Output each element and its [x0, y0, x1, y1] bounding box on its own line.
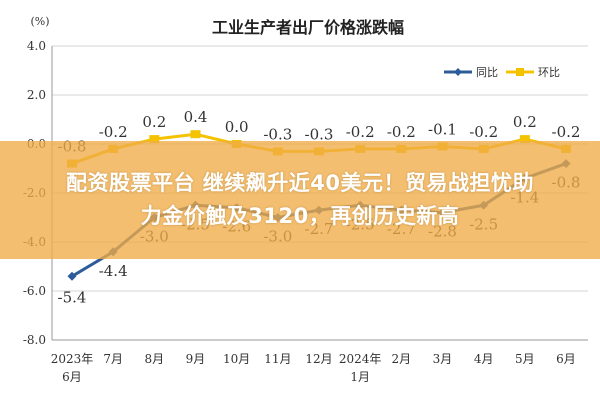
x-tick-label: 2024年 1月 [339, 352, 382, 384]
x-tick-labels: 2023年 6月 7月 8月 9月 10月 11月 12月 2024年 1月 2月 3月 4月 5月 6月 [51, 352, 576, 384]
banner-headline-line2: 力金价触及3120，再创历史新高 [140, 204, 460, 228]
x-tick-label: 12月 [305, 352, 332, 366]
point-mom-3 [190, 130, 201, 139]
data-label: -4.4 [99, 262, 128, 280]
data-label: 0.2 [513, 113, 537, 131]
x-tick-label: 7月 [103, 352, 123, 366]
y-tick-label: 2.0 [27, 88, 46, 102]
legend-marker-1 [516, 68, 524, 76]
x-tick-label: 4月 [474, 352, 494, 366]
overlay-banner[interactable]: 配资股票平台 继续飙升近40美元！贸易战担忧助 力金价触及3120，再创历史新高 [0, 141, 600, 259]
y-axis-unit: (%) [30, 15, 49, 28]
data-label: -0.2 [387, 123, 416, 141]
point-mom-11 [519, 135, 530, 144]
x-tick-label: 2023年 6月 [51, 352, 94, 384]
point-mom-2 [149, 135, 160, 144]
legend-label-1: 环比 [538, 66, 560, 79]
x-tick-label: 2月 [392, 352, 412, 366]
data-label: 0.4 [184, 108, 208, 126]
y-tick-label: -6.0 [23, 284, 46, 298]
x-tick-label: 8月 [145, 352, 165, 366]
data-label: 0.2 [142, 113, 166, 131]
data-label: -0.2 [469, 123, 498, 141]
data-label: -0.1 [428, 120, 457, 138]
x-tick-label: 10月 [223, 352, 250, 366]
data-label: -0.2 [552, 123, 581, 141]
x-tick-label: 5月 [515, 352, 535, 366]
legend-marker-0 [454, 68, 462, 76]
data-label: -0.2 [346, 123, 375, 141]
data-label: -0.3 [305, 125, 334, 143]
y-tick-label: 4.0 [27, 39, 46, 53]
x-tick-label: 11月 [264, 352, 291, 366]
data-label: -0.3 [263, 125, 292, 143]
x-tick-label: 6月 [556, 352, 576, 366]
point-yoy-0 [67, 271, 77, 281]
x-tick-label: 3月 [433, 352, 453, 366]
data-label: -5.4 [58, 288, 87, 306]
data-label: -0.2 [99, 123, 128, 141]
data-label: 0.0 [225, 118, 249, 136]
banner-headline-line1: 配资股票平台 继续飙升近40美元！贸易战担忧助 [65, 171, 535, 195]
legend-label-0: 同比 [476, 66, 498, 79]
chart-title: 工业生产者出厂价格涨跌幅 [212, 18, 404, 37]
x-tick-label: 9月 [186, 352, 206, 366]
y-tick-label: -8.0 [23, 333, 46, 347]
legend: 同比 环比 [444, 66, 560, 79]
